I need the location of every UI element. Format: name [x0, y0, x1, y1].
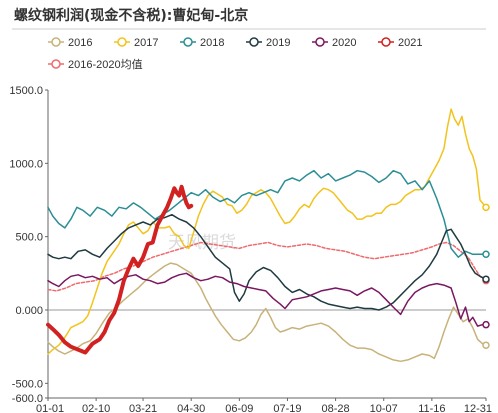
legend-label: 2018 — [200, 37, 224, 49]
axes: 1500.0 1000.0 500.0 0.000 -500.0 -600.001-01 0… — [9, 85, 492, 413]
legend-marker — [249, 37, 259, 47]
legend-label: 2019 — [266, 37, 290, 49]
y-tick-label: 1000.0 — [9, 158, 43, 170]
y-tick-label: -500.0 — [12, 378, 43, 390]
legend-marker — [315, 37, 325, 47]
legend-marker — [51, 37, 61, 47]
series-line — [46, 184, 194, 355]
legend-label: 2016-2020均值 — [68, 58, 143, 71]
legend-item[interactable]: 2017 — [114, 37, 158, 49]
legend-item[interactable]: 2016-2020均值 — [48, 58, 143, 71]
x-tick-label: 10-07 — [370, 403, 398, 413]
series-end-marker — [482, 250, 490, 259]
legend-label: 2020 — [332, 37, 356, 49]
legend-item[interactable]: 2019 — [246, 37, 290, 49]
legend-label: 2017 — [134, 37, 158, 49]
x-tick-label: 01-01 — [36, 403, 64, 413]
y-tick-label: -600.0 — [12, 393, 43, 405]
y-tick-label: 0.000 — [15, 305, 43, 317]
series-end-marker — [482, 320, 490, 329]
x-tick-label: 08-28 — [322, 403, 350, 413]
legend-item[interactable]: 2021 — [378, 37, 422, 49]
y-tick-label: 1500.0 — [9, 85, 43, 97]
series-line — [47, 213, 487, 311]
series-line — [47, 262, 487, 363]
legend-item[interactable]: 2016 — [48, 37, 92, 49]
legend-marker — [51, 59, 61, 69]
x-tick-label: 06-09 — [225, 403, 253, 413]
legend-label: 2021 — [398, 37, 422, 49]
x-tick-label: 12-31 — [464, 403, 492, 413]
series-layer — [46, 108, 490, 363]
x-tick-label: 04-30 — [177, 403, 205, 413]
legend-item[interactable]: 2018 — [180, 37, 224, 49]
x-tick-label: 03-21 — [129, 403, 157, 413]
legend-item[interactable]: 2020 — [312, 37, 356, 49]
series-end-marker — [482, 275, 490, 283]
x-tick-label: 11-16 — [418, 403, 445, 413]
legend-marker — [381, 37, 391, 47]
y-tick-label: 500.0 — [15, 232, 43, 244]
x-tick-label: 07-19 — [273, 403, 301, 413]
legend-marker — [117, 37, 127, 47]
chart-title: 螺纹钢利润(现金不含税):曹妃甸-北京 — [14, 8, 249, 24]
legend-label: 2016 — [68, 37, 92, 49]
series-line — [47, 169, 487, 258]
series-end-marker — [482, 341, 490, 349]
x-tick-label: 02-10 — [82, 403, 110, 413]
series-line — [47, 272, 487, 327]
legend: 2016 2017 2018 2019 2020 2021 2016-2020均值 — [48, 37, 422, 71]
series-line — [47, 241, 487, 292]
legend-marker — [183, 37, 193, 47]
series-end-marker — [482, 203, 490, 212]
